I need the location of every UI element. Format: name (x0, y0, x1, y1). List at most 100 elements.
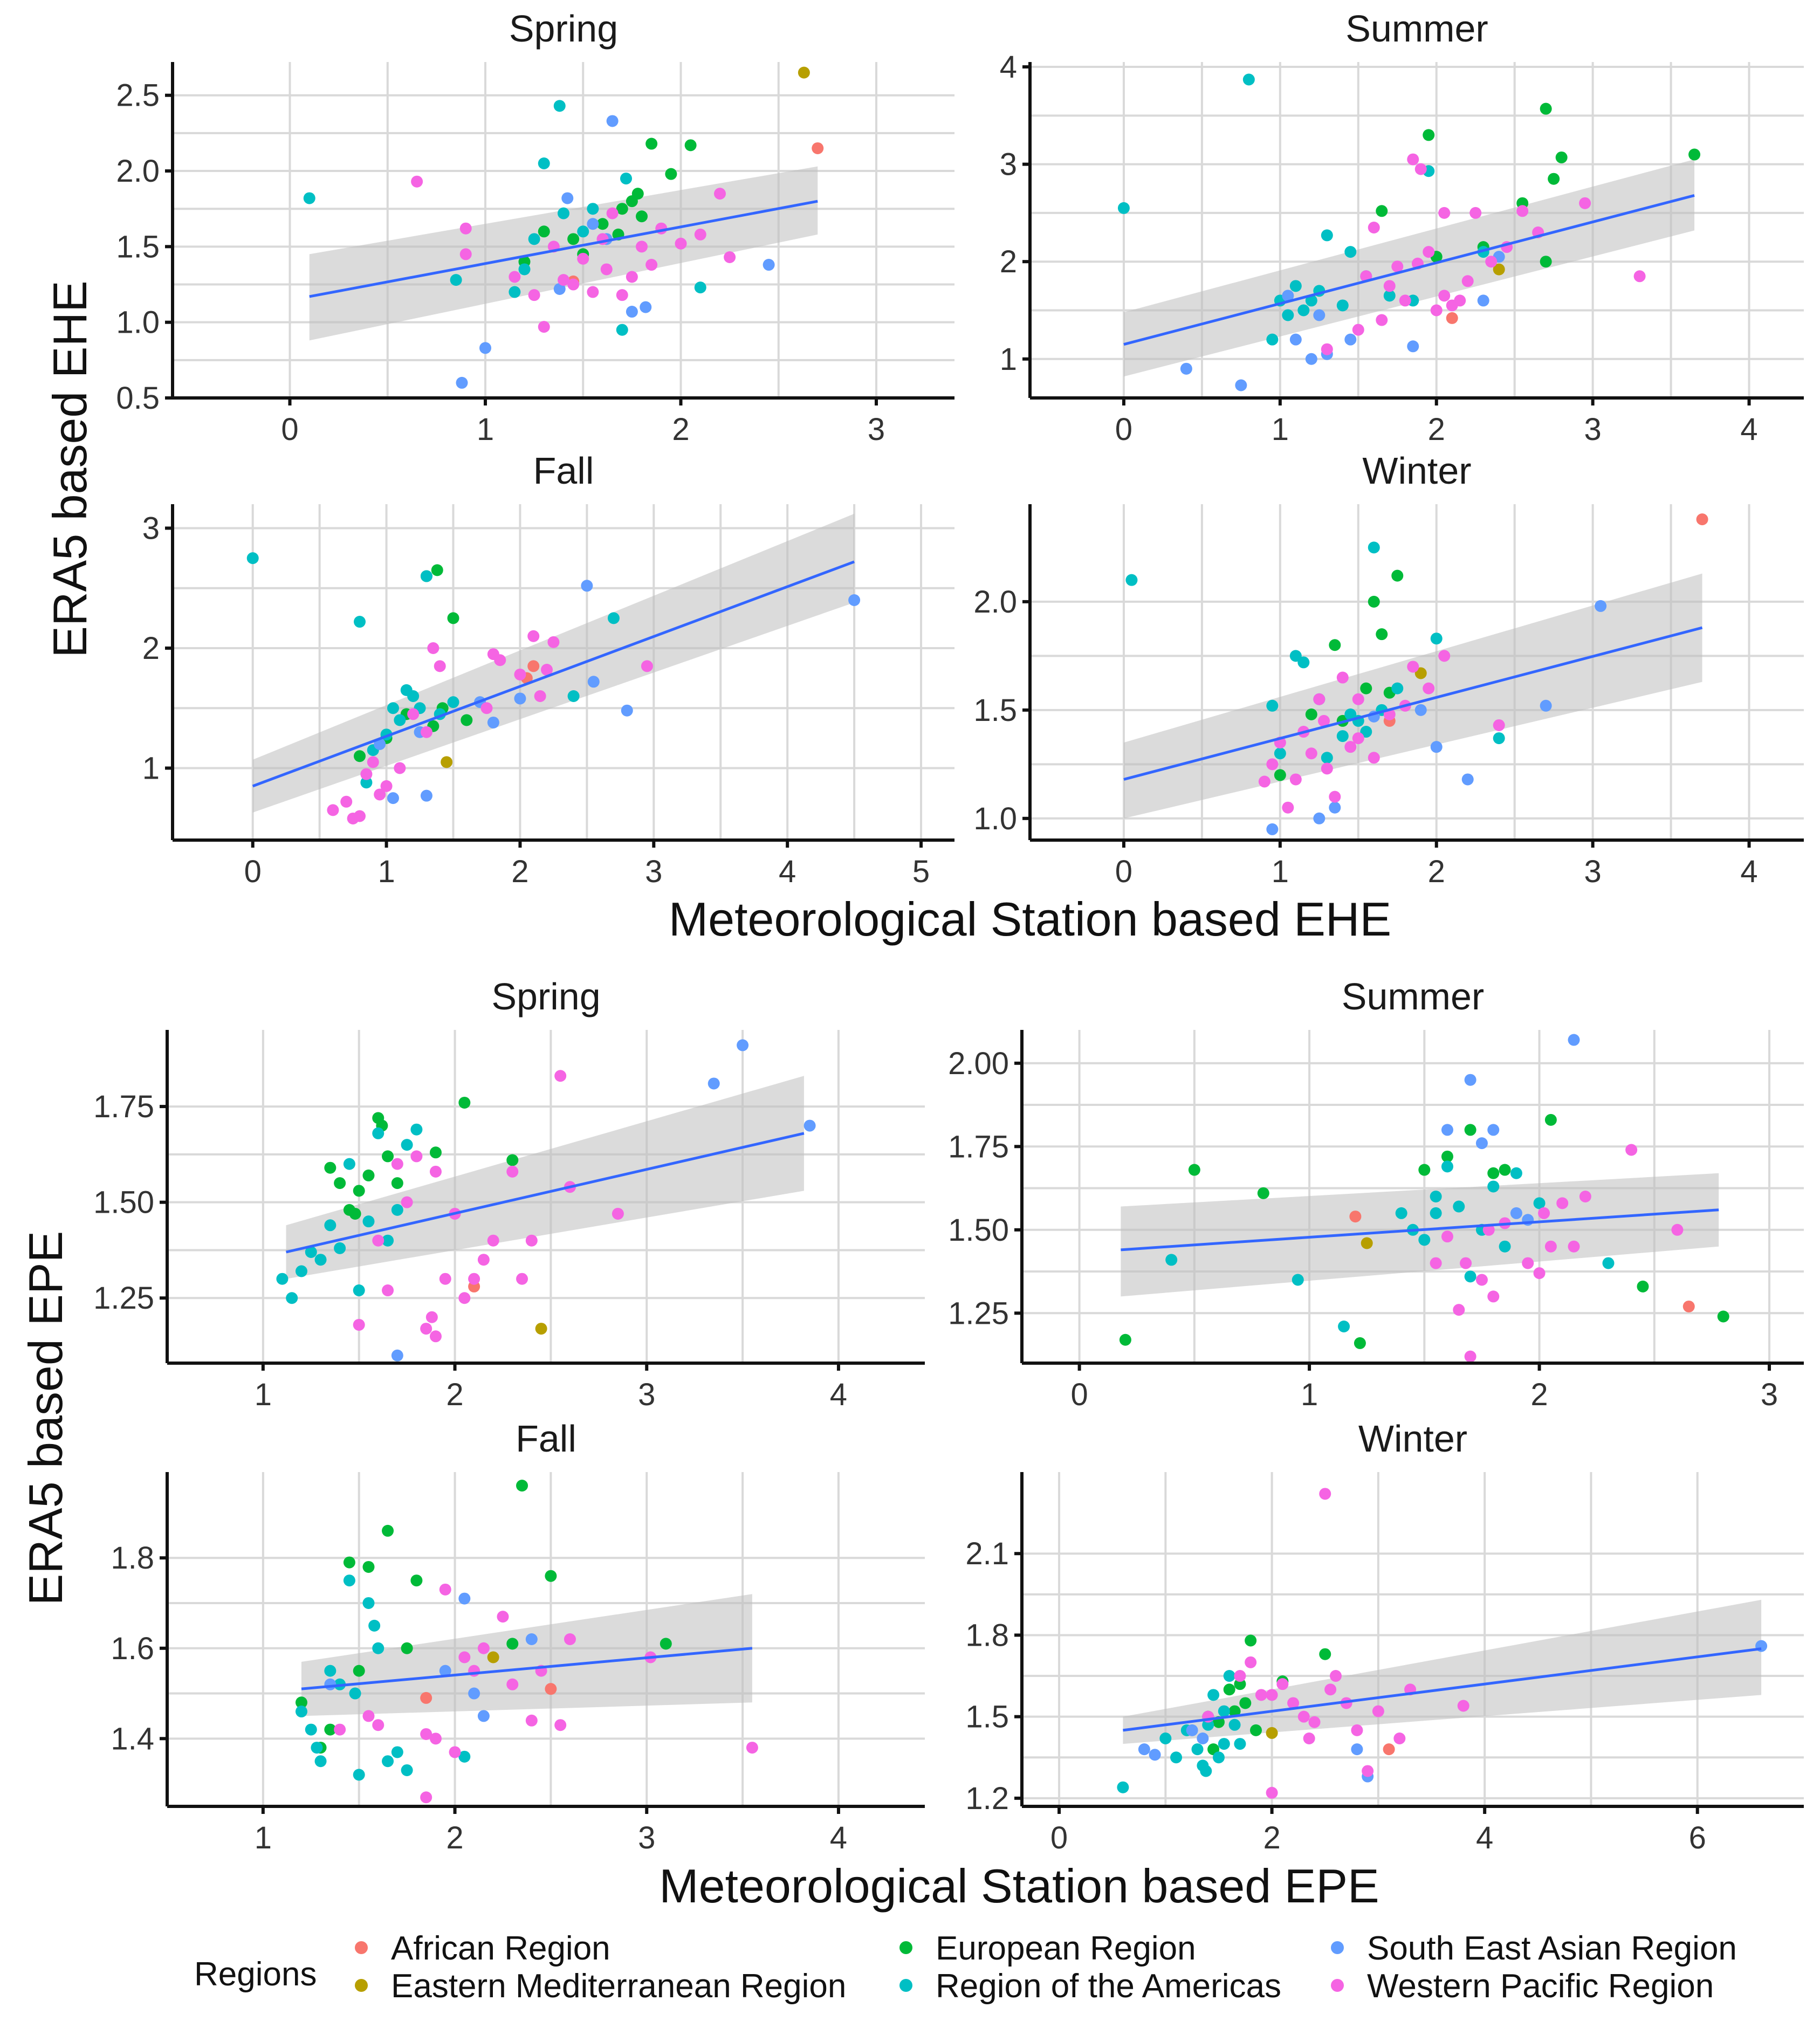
legend-key-european-region (899, 1941, 912, 1954)
regression-line (252, 560, 855, 788)
point-region-of-the-americas (1218, 1738, 1230, 1750)
point-eastern-mediterranean-region (1414, 667, 1427, 679)
point-western-pacific-region (1391, 260, 1404, 273)
point-south-east-asian-region (1235, 379, 1247, 391)
point-european-region (545, 1570, 557, 1582)
point-western-pacific-region (1368, 221, 1380, 233)
y-tick-label: 3 (142, 511, 160, 546)
x-tick-label: 1 (255, 1820, 272, 1855)
point-western-pacific-region (1362, 1765, 1374, 1777)
point-european-region (1555, 151, 1568, 163)
point-european-region (1487, 1167, 1500, 1179)
point-region-of-the-americas (1200, 1765, 1212, 1777)
point-south-east-asian-region (1477, 294, 1489, 307)
point-western-pacific-region (724, 251, 736, 264)
point-western-pacific-region (600, 263, 613, 276)
point-western-pacific-region (427, 642, 439, 654)
point-western-pacific-region (1516, 205, 1529, 217)
legend-label-south-east-asian-region: South East Asian Region (1367, 1930, 1737, 1967)
point-region-of-the-americas (1223, 1670, 1235, 1682)
point-western-pacific-region (1407, 153, 1419, 166)
point-western-pacific-region (746, 1742, 758, 1754)
x-tick-label: 3 (1584, 412, 1602, 447)
x-tick-label: 2 (1428, 854, 1445, 889)
point-european-region (1274, 769, 1286, 781)
point-western-pacific-region (1579, 197, 1591, 209)
point-western-pacific-region (354, 810, 366, 822)
point-region-of-the-americas (553, 100, 566, 112)
point-african-region (1682, 1300, 1695, 1312)
point-western-pacific-region (327, 804, 339, 816)
confidence-band (1123, 573, 1702, 819)
point-western-pacific-region (1321, 343, 1333, 355)
point-region-of-the-americas (607, 612, 620, 624)
point-south-east-asian-region (587, 676, 600, 688)
point-region-of-the-americas (246, 552, 259, 565)
panel-title: Winter (1358, 1418, 1467, 1460)
point-eastern-mediterranean-region (487, 1651, 499, 1663)
point-western-pacific-region (1329, 790, 1341, 803)
point-western-pacific-region (1438, 650, 1451, 662)
point-european-region (1305, 708, 1317, 720)
point-western-pacific-region (420, 1323, 432, 1335)
point-western-pacific-region (567, 278, 580, 291)
point-region-of-the-americas (1383, 290, 1396, 302)
point-western-pacific-region (577, 252, 589, 265)
point-western-pacific-region (541, 664, 553, 676)
point-region-of-the-americas (1212, 1751, 1225, 1764)
point-region-of-the-americas (558, 207, 569, 219)
point-western-pacific-region (1352, 324, 1364, 336)
point-region-of-the-americas (1274, 747, 1286, 760)
regression-line (1123, 194, 1695, 346)
point-region-of-the-americas (382, 1234, 394, 1247)
point-western-pacific-region (1289, 773, 1302, 786)
point-region-of-the-americas (353, 1284, 365, 1297)
point-western-pacific-region (1533, 1267, 1546, 1280)
panel-title: Winter (1362, 450, 1471, 492)
point-region-of-the-americas (1282, 309, 1294, 321)
point-european-region (684, 139, 697, 152)
point-south-east-asian-region (1138, 1743, 1150, 1756)
point-region-of-the-americas (1117, 202, 1130, 214)
point-western-pacific-region (514, 668, 526, 680)
point-western-pacific-region (1376, 314, 1388, 326)
point-region-of-the-americas (1289, 280, 1302, 292)
x-tick-label: 2 (1263, 1820, 1280, 1855)
point-south-east-asian-region (1289, 333, 1302, 346)
point-region-of-the-americas (286, 1292, 298, 1304)
point-region-of-the-americas (538, 157, 550, 170)
x-tick-label: 3 (638, 1820, 655, 1855)
point-european-region (567, 233, 580, 245)
point-western-pacific-region (411, 175, 423, 188)
point-western-pacific-region (401, 1196, 413, 1208)
point-south-east-asian-region (803, 1119, 816, 1132)
legend-label-western-pacific-region: Western Pacific Region (1367, 1968, 1714, 2005)
regression-line (1121, 1208, 1719, 1252)
point-european-region (391, 1177, 403, 1190)
point-region-of-the-americas (1453, 1200, 1465, 1213)
point-western-pacific-region (528, 289, 540, 301)
point-european-region (538, 225, 550, 238)
point-south-east-asian-region (621, 704, 633, 717)
panel-ehe-fall: Fall 0 1 2 3 4 5 1 2 3 (142, 450, 954, 889)
point-region-of-the-americas (1218, 1705, 1230, 1717)
point-region-of-the-americas (518, 263, 531, 276)
point-western-pacific-region (538, 321, 550, 333)
point-western-pacific-region (558, 274, 569, 286)
point-region-of-the-americas (401, 1139, 413, 1151)
point-european-region (1540, 102, 1552, 115)
point-european-region (354, 750, 366, 762)
regression-line (1123, 1647, 1762, 1732)
point-south-east-asian-region (708, 1077, 720, 1090)
point-south-east-asian-region (1461, 773, 1474, 786)
point-western-pacific-region (1556, 1197, 1569, 1209)
point-european-region (1188, 1164, 1200, 1176)
point-european-region (1423, 129, 1435, 141)
y-tick-label: 1.5 (965, 1700, 1009, 1735)
point-western-pacific-region (509, 271, 521, 283)
point-region-of-the-americas (303, 192, 315, 204)
point-european-region (1119, 1333, 1131, 1346)
point-european-region (1548, 173, 1560, 185)
point-eastern-mediterranean-region (441, 756, 453, 768)
point-region-of-the-americas (349, 1687, 361, 1700)
